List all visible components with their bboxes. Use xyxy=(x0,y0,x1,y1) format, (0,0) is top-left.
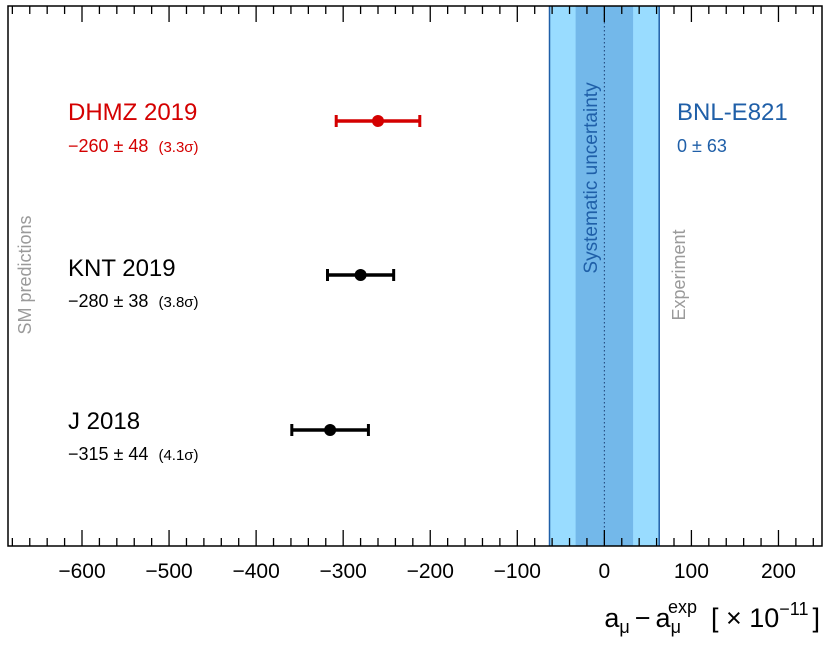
x-axis-tick-labels: −600 −500 −400 −300 −200 −100 0 100 200 xyxy=(58,560,796,583)
prediction-value: −280 ± 38 (3.8σ) xyxy=(68,291,199,311)
systematic-uncertainty-label: Systematic uncertainty xyxy=(581,82,602,274)
x-axis-label: aμ − aμexp[ × 10−11] xyxy=(604,597,820,637)
prediction-name: KNT 2019 xyxy=(68,255,176,282)
data-point xyxy=(372,115,384,127)
prediction-knt-2019: KNT 2019 −280 ± 38 (3.8σ) xyxy=(68,255,199,311)
marker-knt-2019 xyxy=(326,269,396,281)
tick-label: 100 xyxy=(674,560,709,583)
sm-predictions-label: SM predictions xyxy=(15,215,35,334)
experiment-side-label: Experiment xyxy=(669,229,689,320)
experiment-systematic-uncertainty-band xyxy=(575,6,634,546)
prediction-name: DHMZ 2019 xyxy=(68,99,197,126)
tick-label: −400 xyxy=(232,560,279,583)
prediction-name: J 2018 xyxy=(68,408,140,435)
marker-j-2018 xyxy=(290,424,370,436)
x-axis-ticks xyxy=(11,6,814,546)
tick-label: −200 xyxy=(407,560,454,583)
tick-label: −500 xyxy=(145,560,192,583)
tick-label: −600 xyxy=(58,560,105,583)
prediction-markers xyxy=(290,115,422,436)
prediction-value: −315 ± 44 (4.1σ) xyxy=(68,444,199,464)
marker-dhmz-2019 xyxy=(334,115,422,127)
prediction-j-2018: J 2018 −315 ± 44 (4.1σ) xyxy=(68,408,199,464)
experiment-name: BNL-E821 xyxy=(677,99,788,126)
prediction-dhmz-2019: DHMZ 2019 −260 ± 48 (3.3σ) xyxy=(68,99,199,156)
data-point xyxy=(324,424,337,436)
plot-frame xyxy=(7,5,823,547)
tick-label: 0 xyxy=(599,560,611,583)
prediction-value: −260 ± 48 (3.3σ) xyxy=(68,136,199,156)
experiment-band xyxy=(548,6,660,546)
experiment-value: 0 ± 63 xyxy=(677,136,727,156)
tick-label: 200 xyxy=(761,560,796,583)
data-point xyxy=(354,269,367,281)
tick-label: −100 xyxy=(494,560,541,583)
tick-label: −300 xyxy=(320,560,367,583)
